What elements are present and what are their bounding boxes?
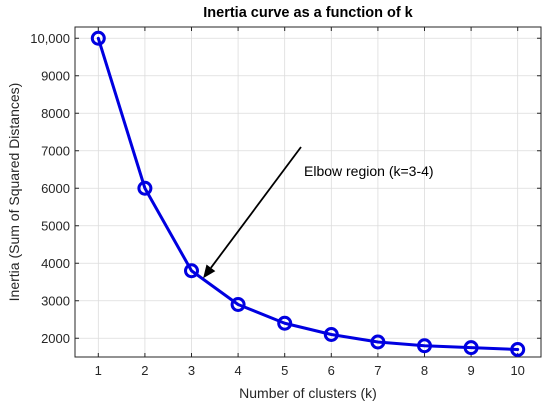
series-line <box>96 36 520 351</box>
annotation-arrow-head <box>203 264 216 279</box>
data-point <box>277 315 293 331</box>
x-tick-label: 2 <box>141 363 148 378</box>
y-tick-label: 2000 <box>41 331 70 346</box>
y-tick-label: 10,000 <box>30 31 70 46</box>
y-tick-label: 7000 <box>41 143 70 158</box>
axis-ticks <box>75 27 541 357</box>
y-tick-label: 5000 <box>41 218 70 233</box>
x-tick-label: 8 <box>421 363 428 378</box>
y-axis-label: Inertia (Sum of Squared Distances) <box>6 83 22 302</box>
data-point <box>463 340 479 356</box>
data-point <box>137 180 153 196</box>
y-tick-label: 6000 <box>41 181 70 196</box>
data-point <box>370 334 386 350</box>
y-tick-label: 9000 <box>41 68 70 83</box>
y-tick-labels: 2000 3000 4000 5000 6000 7000 8000 9000 10,000 <box>30 31 70 346</box>
plot-frame <box>74 26 542 358</box>
annotation: Elbow region (k=3-4) <box>203 146 434 279</box>
x-tick-label: 1 <box>95 363 102 378</box>
x-tick-labels: 1 2 3 4 5 6 7 8 9 10 <box>95 363 525 378</box>
x-axis-label: Number of clusters (k) <box>239 385 377 401</box>
data-point <box>184 263 199 279</box>
y-tick-label: 4000 <box>41 256 70 271</box>
data-point <box>510 342 526 357</box>
annotation-text: Elbow region (k=3-4) <box>304 163 434 179</box>
y-tick-label: 8000 <box>41 106 70 121</box>
data-point <box>90 30 106 46</box>
grid <box>75 27 541 357</box>
data-point <box>323 327 339 342</box>
annotation-arrow-shaft <box>210 146 302 269</box>
x-tick-label: 4 <box>234 363 241 378</box>
x-tick-label: 3 <box>188 363 195 378</box>
data-point <box>230 297 246 312</box>
series-inertia <box>90 30 526 357</box>
x-tick-label: 10 <box>510 363 524 378</box>
x-tick-label: 6 <box>328 363 335 378</box>
data-point <box>417 338 432 354</box>
chart-title: Inertia curve as a function of k <box>203 5 413 21</box>
x-tick-label: 9 <box>467 363 474 378</box>
y-tick-label: 3000 <box>41 293 70 308</box>
x-tick-label: 7 <box>374 363 381 378</box>
x-tick-label: 5 <box>281 363 288 378</box>
